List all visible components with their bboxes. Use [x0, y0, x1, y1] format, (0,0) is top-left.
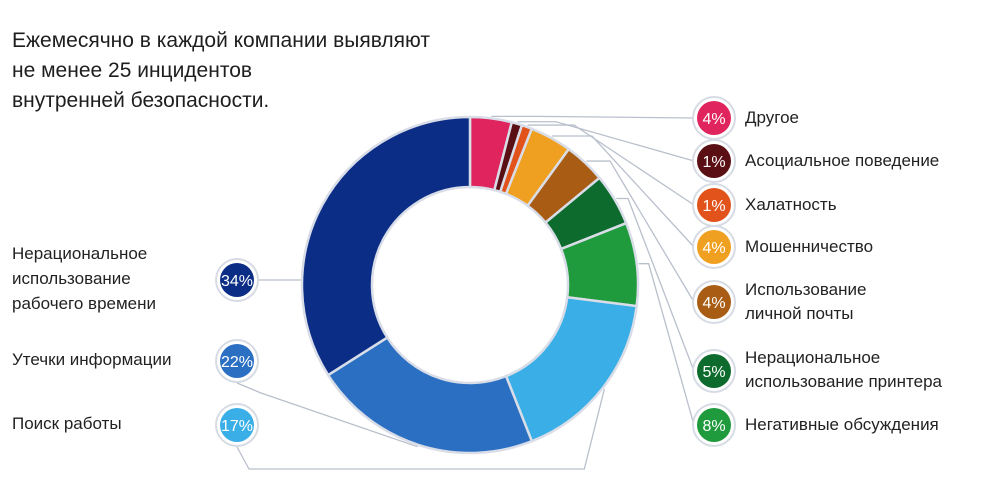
category-label-line: Мошенничество — [745, 237, 874, 256]
category-label-line: Поиск работы — [12, 414, 122, 433]
title-line: внутренней безопасности. — [12, 89, 270, 112]
percent-label: 8% — [702, 418, 725, 435]
badge-circle — [697, 144, 731, 178]
percent-label: 22% — [221, 354, 253, 371]
leader-line — [527, 124, 695, 206]
category-label-line: Негативные обсуждения — [745, 415, 939, 434]
percent-label: 4% — [702, 295, 725, 312]
category-label: Мошенничество — [745, 235, 873, 259]
category-label: Поиск работы — [12, 411, 122, 436]
leader-line — [236, 389, 605, 470]
leader-line — [517, 121, 695, 162]
leader-line — [616, 197, 695, 372]
category-label: Нерациональное использование принтера — [745, 346, 942, 394]
category-label-line: личной почты — [745, 304, 854, 323]
leader-line — [586, 160, 695, 303]
badge-circle — [220, 263, 254, 297]
chart-title: Ежемесячно в каждой компании выявляют не… — [12, 26, 532, 116]
category-label: Использование личной почты — [745, 278, 866, 326]
category-label-line: Халатность — [745, 195, 837, 214]
category-label: Негативные обсуждения — [745, 413, 939, 437]
category-label: Другое — [745, 106, 799, 130]
leader-line — [236, 382, 418, 448]
category-label: Нерациональное использование рабочего врем… — [12, 241, 156, 316]
category-label-line: Утечки информации — [12, 350, 172, 369]
badge-circle — [220, 344, 254, 378]
title-line: Ежемесячно в каждой компании выявляют — [12, 29, 430, 52]
percent-label: 4% — [702, 240, 725, 257]
badge-circle — [697, 188, 731, 222]
category-label-line: рабочего времени — [12, 294, 157, 313]
badge-circle — [697, 230, 731, 264]
leader-line — [491, 115, 695, 119]
category-label-line: Использование — [745, 280, 867, 299]
slice-34pct — [300, 115, 472, 377]
slice-22pct — [326, 335, 534, 455]
category-label-line: Нерациональное — [745, 348, 881, 367]
title-line: не менее 25 инцидентов — [12, 59, 253, 82]
category-label: Асоциальное поведение — [745, 149, 939, 173]
category-label-line: использование принтера — [745, 372, 942, 391]
percent-label: 1% — [702, 154, 725, 171]
category-label-line: Асоциальное поведение — [745, 151, 940, 170]
category-label: Халатность — [745, 193, 837, 217]
percent-label: 34% — [221, 273, 253, 290]
badge-circle — [697, 285, 731, 319]
category-label-line: Другое — [745, 108, 800, 127]
category-label-line: Нерациональное — [12, 244, 148, 263]
percent-label: 5% — [702, 364, 725, 381]
slice-17pct — [504, 295, 639, 443]
percent-label: 1% — [702, 198, 725, 215]
badge-circle — [697, 408, 731, 442]
category-label-line: использование — [12, 269, 131, 288]
badge-circle — [697, 101, 731, 135]
leader-line — [551, 135, 695, 248]
percent-label: 17% — [221, 418, 253, 435]
category-label: Утечки информации — [12, 347, 171, 372]
leader-line — [638, 263, 695, 426]
percent-label: 4% — [702, 111, 725, 128]
badge-circle — [220, 408, 254, 442]
badge-circle — [697, 354, 731, 388]
